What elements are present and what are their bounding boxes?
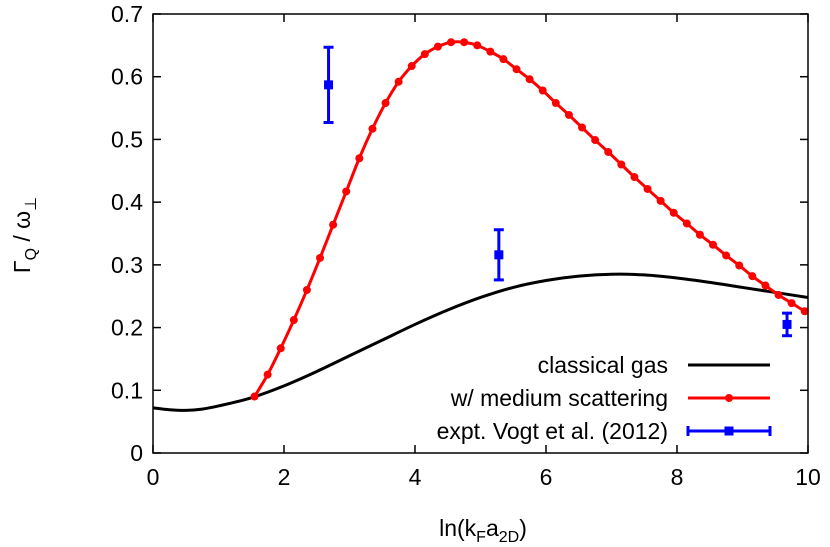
data-point-medium-scattering (512, 65, 521, 74)
data-point-medium-scattering (342, 187, 351, 196)
x-axis-label: ln(kFa2D) (439, 515, 527, 546)
data-point-medium-scattering (368, 124, 377, 133)
x-axis-ticks: 0 2 4 6 8 10 (147, 14, 821, 490)
series-line-classical-gas (152, 272, 809, 412)
y-tick-label: 0.7 (111, 1, 143, 27)
data-point-medium-scattering (551, 99, 560, 108)
data-point-medium-scattering (800, 307, 809, 316)
data-point-medium-scattering (722, 251, 731, 260)
x-tick-label: 6 (540, 464, 553, 490)
legend-label: classical gas (538, 352, 668, 378)
y-tick-label: 0 (130, 440, 143, 466)
plot-frame (152, 13, 809, 454)
data-point-medium-scattering (460, 38, 469, 47)
data-point-medium-scattering (709, 240, 718, 249)
data-point-medium-scattering (538, 86, 547, 95)
data-point-medium-scattering (276, 344, 285, 353)
axes (152, 13, 809, 454)
legend-swatch-marker (725, 394, 733, 402)
data-point-medium-scattering (669, 208, 678, 217)
series-line-medium-scattering (253, 40, 806, 398)
data-point-medium-scattering (578, 123, 587, 132)
data-point-medium-scattering (695, 230, 704, 239)
data-point-medium-scattering (564, 110, 573, 119)
plot-area (152, 38, 809, 412)
data-point-medium-scattering (473, 41, 482, 50)
y-tick-label: 0.5 (111, 126, 143, 152)
legend-label: w/ medium scattering (450, 385, 668, 411)
legend-swatch-marker (724, 426, 734, 436)
data-point-medium-scattering (735, 261, 744, 270)
data-point-medium-scattering (433, 42, 442, 51)
data-point-medium-scattering (617, 160, 626, 169)
data-point-medium-scattering (302, 285, 311, 294)
data-point-medium-scattering (748, 272, 757, 281)
data-point-medium-scattering (486, 47, 495, 56)
data-point-medium-scattering (263, 370, 272, 379)
data-point-medium-scattering (682, 219, 691, 228)
data-point-medium-scattering (316, 253, 325, 262)
data-point-medium-scattering (329, 220, 338, 229)
data-point-medium-scattering (525, 75, 534, 84)
y-tick-label: 0.4 (111, 189, 143, 215)
x-tick-label: 10 (795, 464, 821, 490)
data-point-vogt (324, 80, 334, 90)
data-point-medium-scattering (394, 77, 403, 86)
data-point-medium-scattering (761, 281, 770, 290)
data-point-medium-scattering (604, 147, 613, 156)
data-point-medium-scattering (250, 392, 259, 401)
data-point-medium-scattering (407, 62, 416, 71)
data-point-vogt (782, 319, 792, 329)
data-point-medium-scattering (774, 290, 783, 299)
y-axis-label: ΓQ / ω⊥ (9, 197, 40, 273)
data-point-medium-scattering (499, 55, 508, 64)
data-point-medium-scattering (591, 136, 600, 145)
data-point-medium-scattering (787, 299, 796, 308)
data-point-medium-scattering (656, 196, 665, 205)
data-point-medium-scattering (630, 173, 639, 182)
data-point-medium-scattering (381, 99, 390, 108)
y-tick-label: 0.6 (111, 64, 143, 90)
data-point-medium-scattering (447, 38, 456, 47)
x-tick-label: 0 (147, 464, 160, 490)
data-point-vogt (494, 250, 504, 260)
x-tick-label: 8 (671, 464, 684, 490)
data-point-medium-scattering (289, 316, 298, 325)
legend: classical gas w/ medium scattering expt. V… (437, 352, 772, 444)
y-tick-label: 0.3 (111, 252, 143, 278)
x-tick-label: 4 (409, 464, 422, 490)
data-point-medium-scattering (420, 50, 429, 59)
y-tick-label: 0.1 (111, 377, 143, 403)
x-tick-label: 2 (278, 464, 291, 490)
data-point-medium-scattering (643, 184, 652, 193)
y-tick-label: 0.2 (111, 315, 143, 341)
data-point-medium-scattering (355, 154, 364, 163)
y-axis-ticks: 0 0.1 0.2 0.3 0.4 0.5 0.6 0.7 (111, 1, 808, 466)
legend-label: expt. Vogt et al. (2012) (437, 418, 668, 444)
